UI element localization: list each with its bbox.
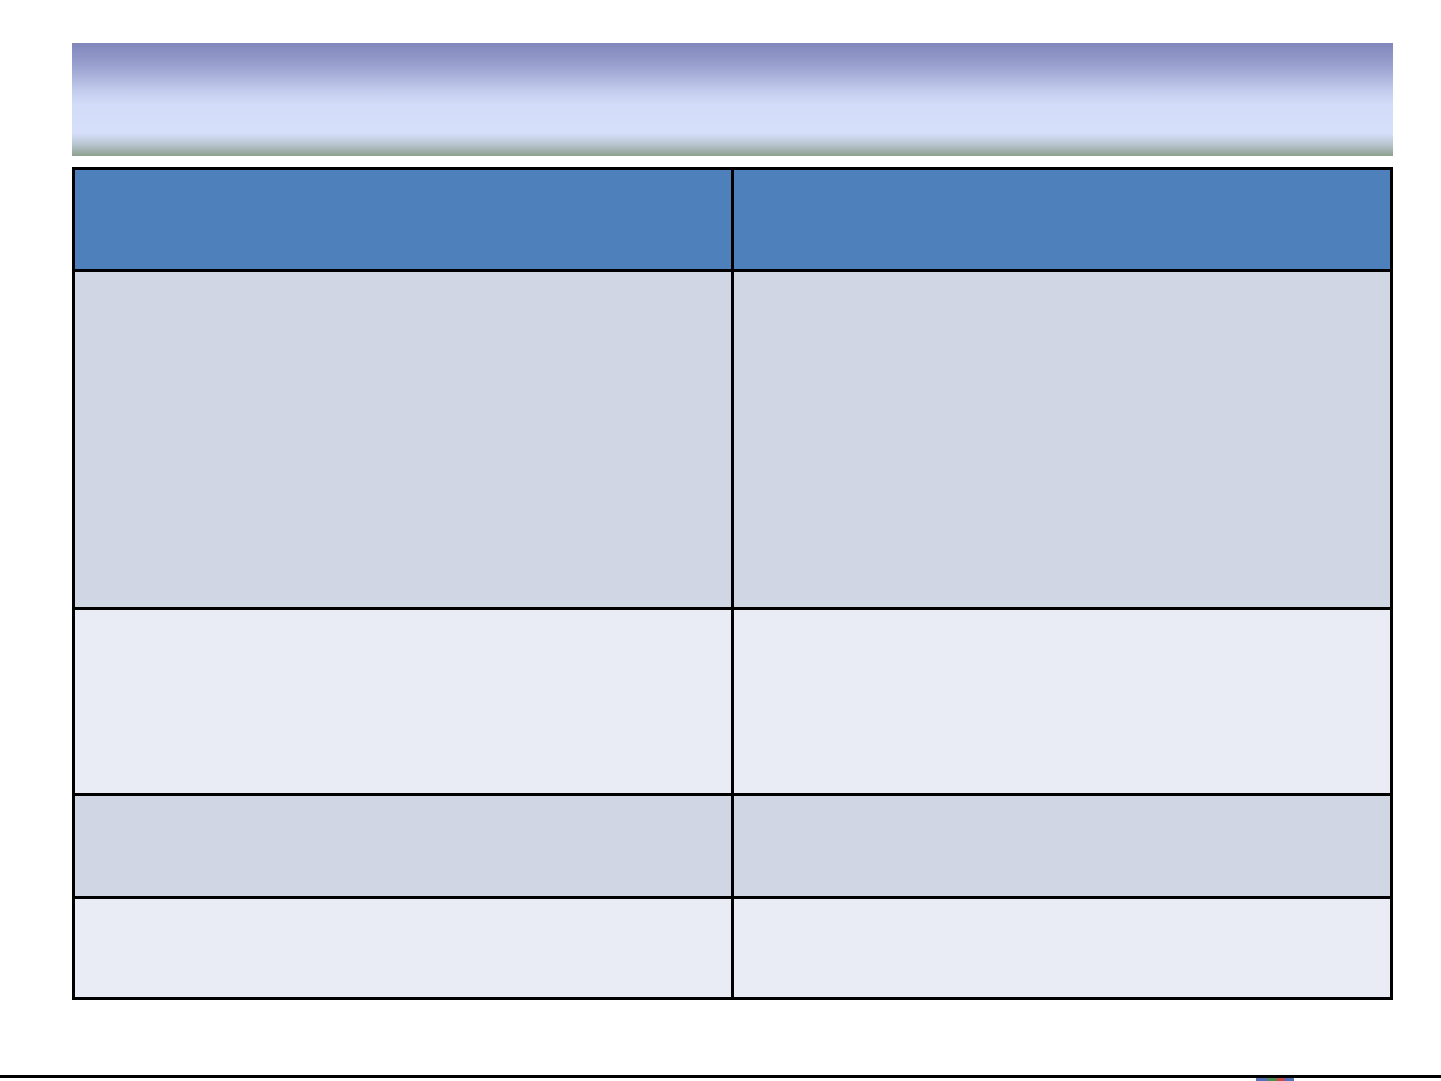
table-header-row <box>72 167 1393 272</box>
body-cell-right <box>731 793 1393 899</box>
table-row <box>72 793 1393 899</box>
body-cell-right <box>731 607 1393 796</box>
title-banner <box>72 43 1393 156</box>
body-cell-left <box>72 269 734 610</box>
table-row <box>72 607 1393 796</box>
body-cell-left <box>72 896 734 1000</box>
header-cell-right <box>731 167 1393 272</box>
body-cell-left <box>72 607 734 796</box>
content-table <box>72 167 1393 1000</box>
body-cell-right <box>731 269 1393 610</box>
header-cell-left <box>72 167 734 272</box>
body-cell-right <box>731 896 1393 1000</box>
cutoff-footer-text-fragment <box>1256 1078 1294 1081</box>
table-row <box>72 269 1393 610</box>
body-cell-left <box>72 793 734 899</box>
footer-rule <box>0 1075 1441 1078</box>
table-row <box>72 896 1393 1000</box>
